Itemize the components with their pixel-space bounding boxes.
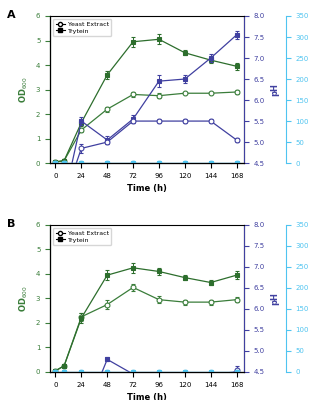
Y-axis label: OD$_{600}$: OD$_{600}$ bbox=[18, 285, 30, 312]
X-axis label: Time (h): Time (h) bbox=[127, 184, 167, 193]
Text: B: B bbox=[8, 219, 16, 229]
Text: A: A bbox=[8, 10, 16, 20]
Legend: Yeast Extract, Trytein: Yeast Extract, Trytein bbox=[53, 228, 111, 245]
Y-axis label: pH: pH bbox=[271, 292, 280, 305]
Legend: Yeast Extract, Trytein: Yeast Extract, Trytein bbox=[53, 19, 111, 36]
X-axis label: Time (h): Time (h) bbox=[127, 393, 167, 400]
Y-axis label: OD$_{600}$: OD$_{600}$ bbox=[18, 76, 30, 103]
Y-axis label: pH: pH bbox=[271, 83, 280, 96]
